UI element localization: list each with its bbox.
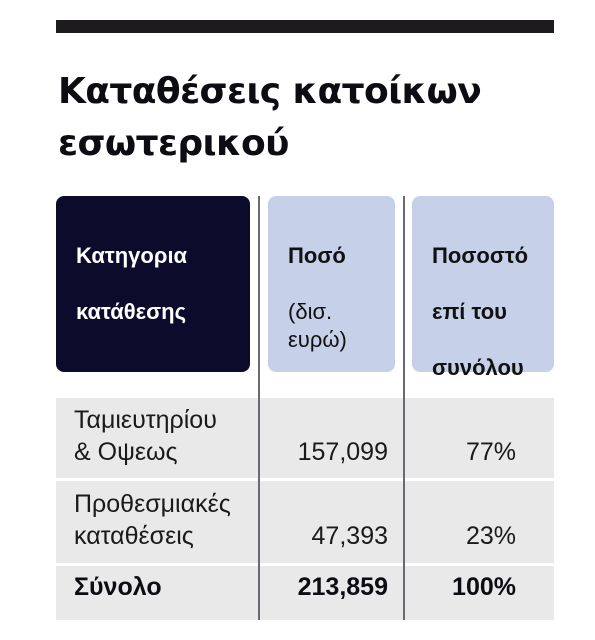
header-amount: Ποσό (δισ. ευρώ) [268,196,395,372]
row-separator [56,563,554,566]
row-2-share: 23% [465,522,516,550]
header-category-line-2: κατάθεσης [76,299,187,324]
row-2-amount: 47,393 [311,522,388,550]
header-amount-unit: (δισ. ευρώ) [288,299,347,352]
header-share-line-2: επί του [432,299,507,324]
row-1-amount: 157,099 [297,438,388,466]
total-share: 100% [452,573,516,601]
table-body-background [56,398,554,620]
header-share-line-3: συνόλου [432,355,524,380]
row-1-share: 77% [465,438,516,466]
row-2-category: Προθεσμιακές καταθέσεις [74,490,231,550]
row-1-category: Ταμιευτηρίου & Οψεως [74,406,217,466]
header-amount-label: Ποσό [288,243,346,268]
header-share: Ποσοστό επί του συνόλου [412,196,554,380]
header-category-line-1: Κατηγορια [76,243,188,268]
header-share-line-1: Ποσοστό [432,243,529,268]
total-label: Σύνολο [74,573,162,601]
header-category: Κατηγορια κατάθεσης [56,196,250,372]
row-separator [56,478,554,481]
top-rule [56,20,554,33]
chart-title: Καταθέσεις κατοίκων εσωτερικού [58,71,482,164]
column-divider [258,196,260,620]
total-amount: 213,859 [297,573,388,601]
column-divider [403,196,405,620]
